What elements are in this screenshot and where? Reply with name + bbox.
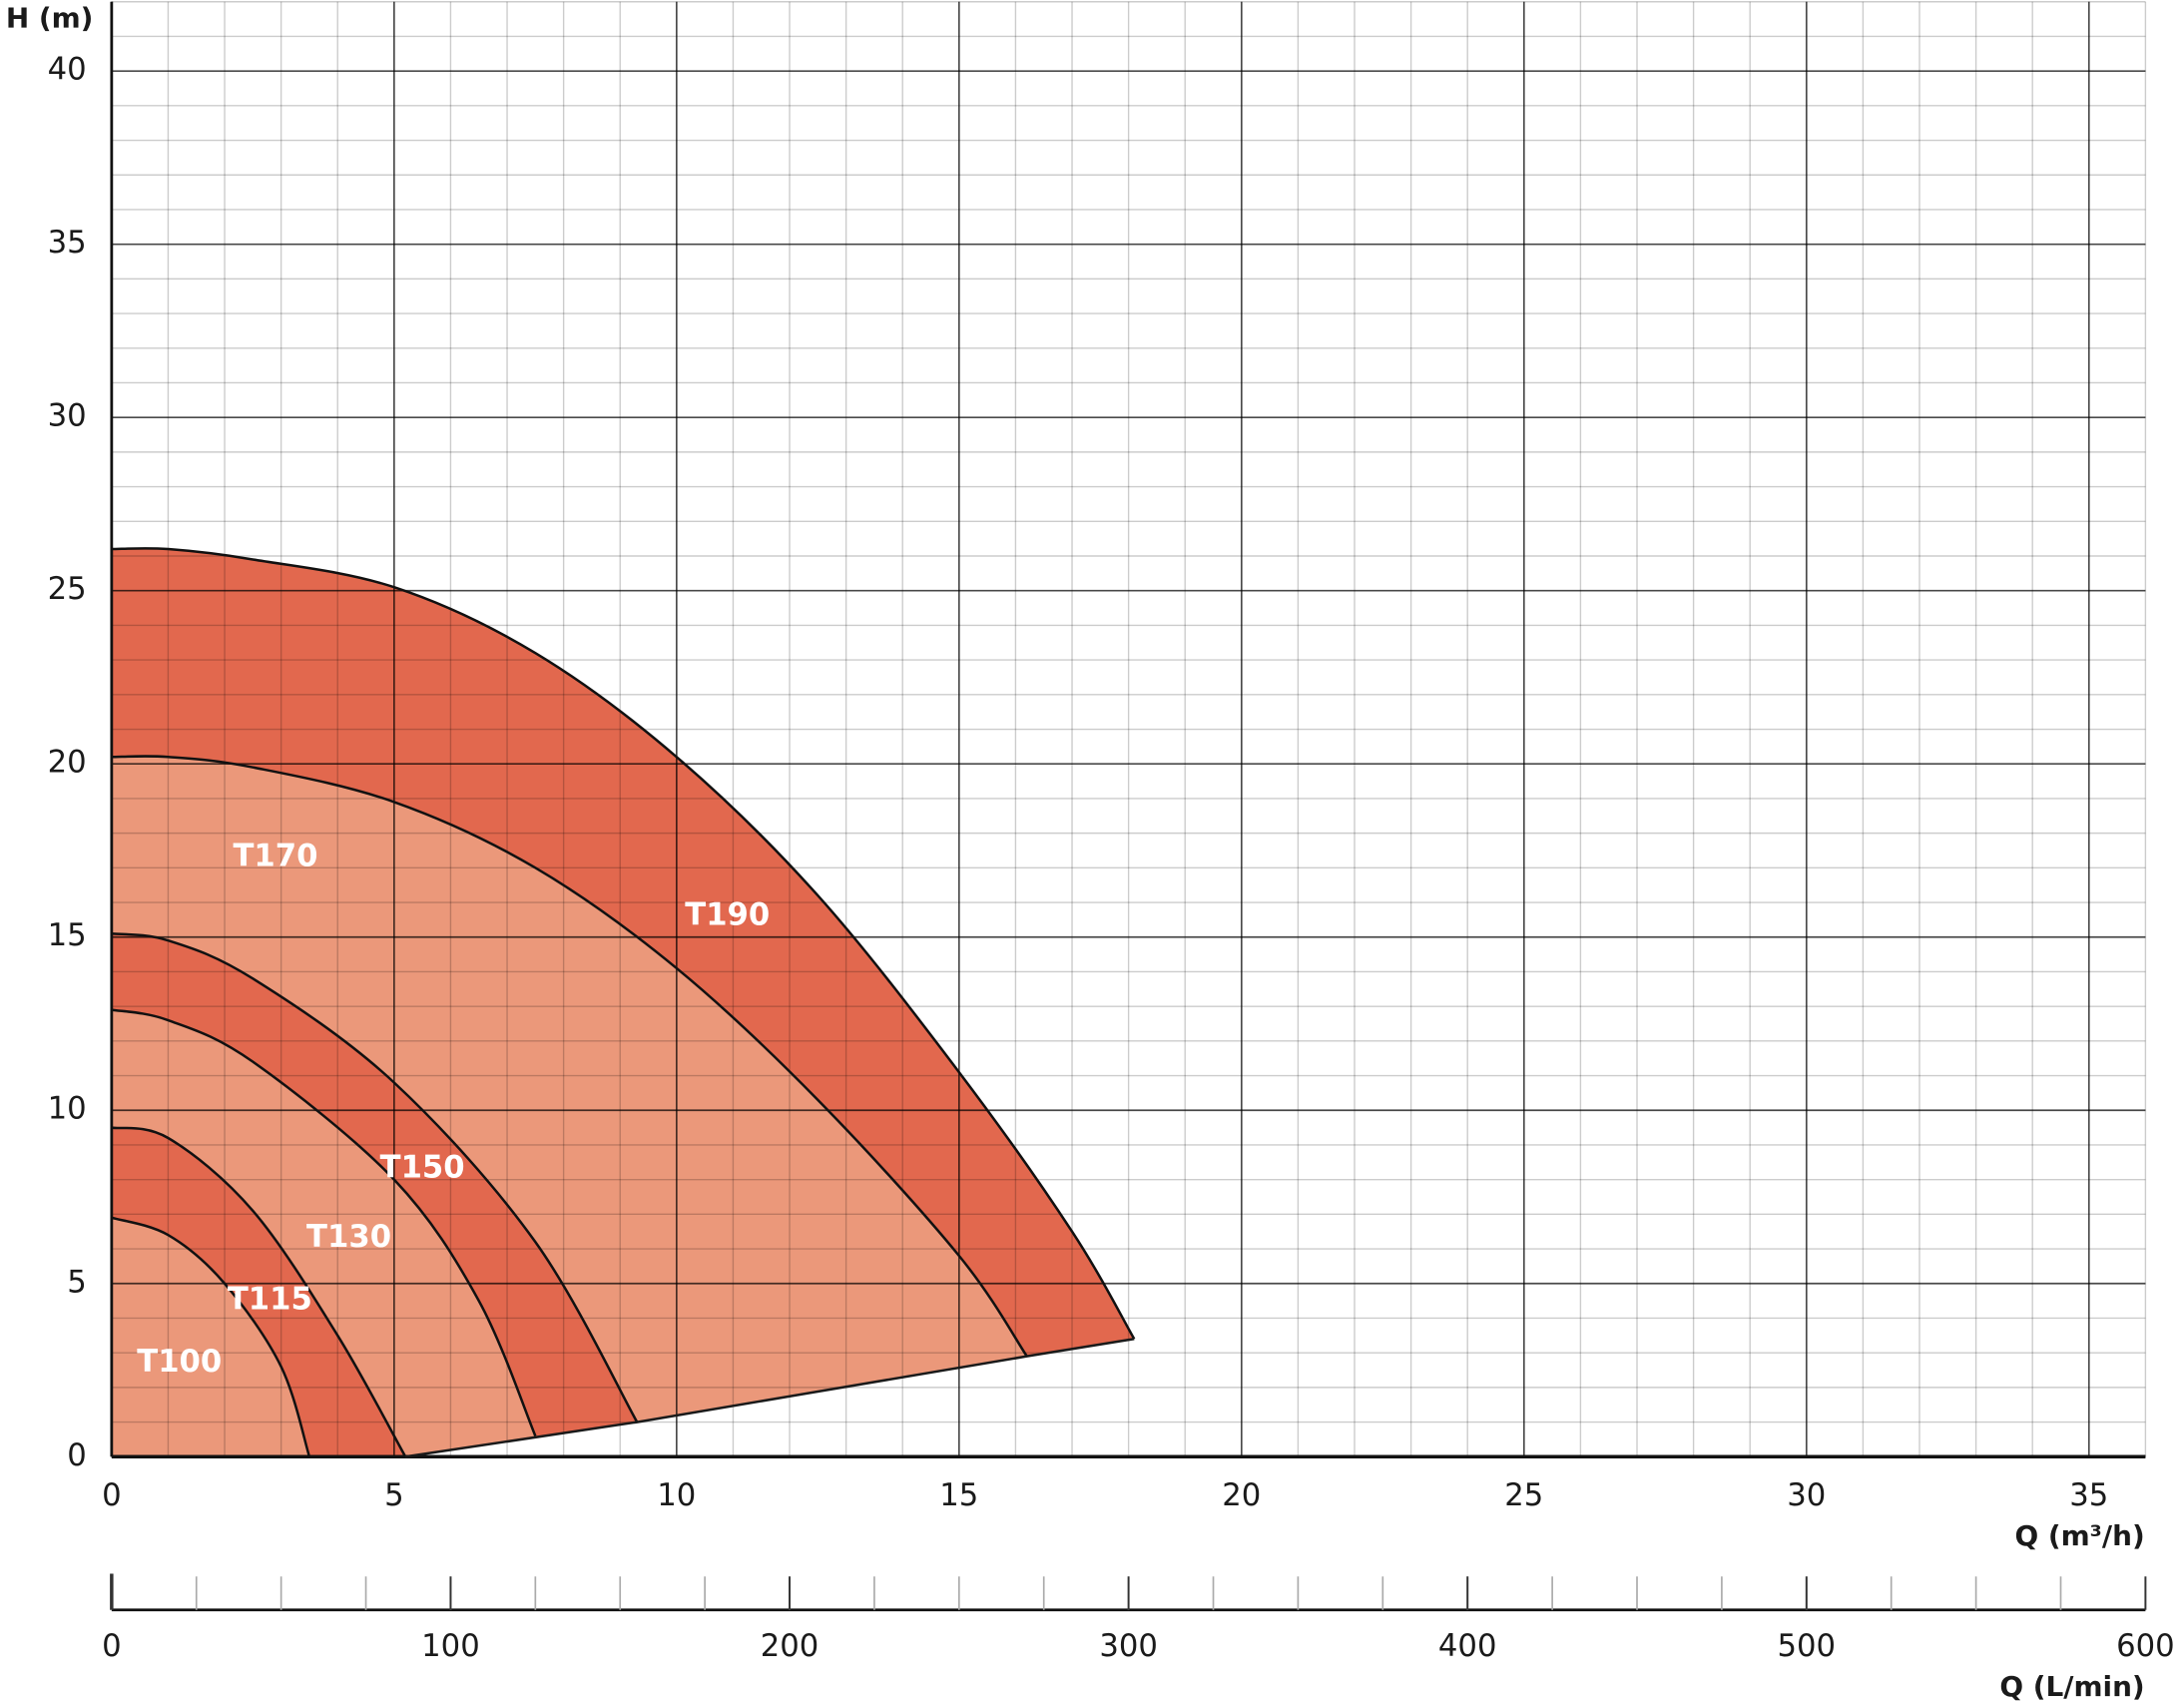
x-tick-label: 20 <box>1222 1478 1261 1513</box>
pump-curve <box>111 1216 311 1457</box>
series-label: T150 <box>380 1151 465 1186</box>
series-label: T115 <box>228 1283 312 1318</box>
pump-curve <box>111 755 1028 1358</box>
y-tick-label: 0 <box>67 1438 87 1473</box>
y-tick-label: 20 <box>48 746 87 781</box>
pump-curve <box>111 932 639 1423</box>
x-tick-label: 25 <box>1504 1478 1543 1513</box>
x-axis-title: Q (m³/h) <box>2014 1519 2144 1552</box>
series-label: T100 <box>137 1345 222 1380</box>
x2-tick-label: 100 <box>421 1629 480 1664</box>
boundary-line <box>404 1338 1135 1458</box>
y-tick-label: 30 <box>48 399 87 434</box>
x2-tick-label: 300 <box>1099 1629 1158 1664</box>
x2-tick-label: 0 <box>102 1629 122 1664</box>
x2-axis-title: Q (L/min) <box>1999 1670 2144 1703</box>
x-tick-label: 15 <box>939 1478 978 1513</box>
x2-tick-label: 400 <box>1438 1629 1497 1664</box>
x-tick-label: 30 <box>1787 1478 1826 1513</box>
series-label: T190 <box>685 897 770 932</box>
y-tick-label: 25 <box>48 572 87 607</box>
y-tick-label: 15 <box>48 918 87 953</box>
pump-curve <box>111 547 1136 1340</box>
x2-tick-label: 500 <box>1778 1629 1837 1664</box>
series-label: T170 <box>233 839 317 873</box>
x-tick-label: 35 <box>2069 1478 2108 1513</box>
y-tick-label: 40 <box>48 53 87 88</box>
x-tick-label: 10 <box>657 1478 696 1513</box>
y-tick-label: 5 <box>67 1265 87 1300</box>
x2-tick-label: 200 <box>761 1629 819 1664</box>
x-tick-label: 0 <box>102 1478 122 1513</box>
x-tick-label: 5 <box>384 1478 404 1513</box>
y-tick-label: 35 <box>48 226 87 261</box>
y-axis-title: H (m) <box>6 2 94 35</box>
pump-curve <box>111 1008 537 1436</box>
x2-tick-label: 600 <box>2116 1629 2175 1664</box>
y-tick-label: 10 <box>48 1092 87 1127</box>
pump-curve <box>111 1126 407 1457</box>
series-label: T130 <box>306 1220 391 1255</box>
area-fill <box>111 1217 309 1457</box>
